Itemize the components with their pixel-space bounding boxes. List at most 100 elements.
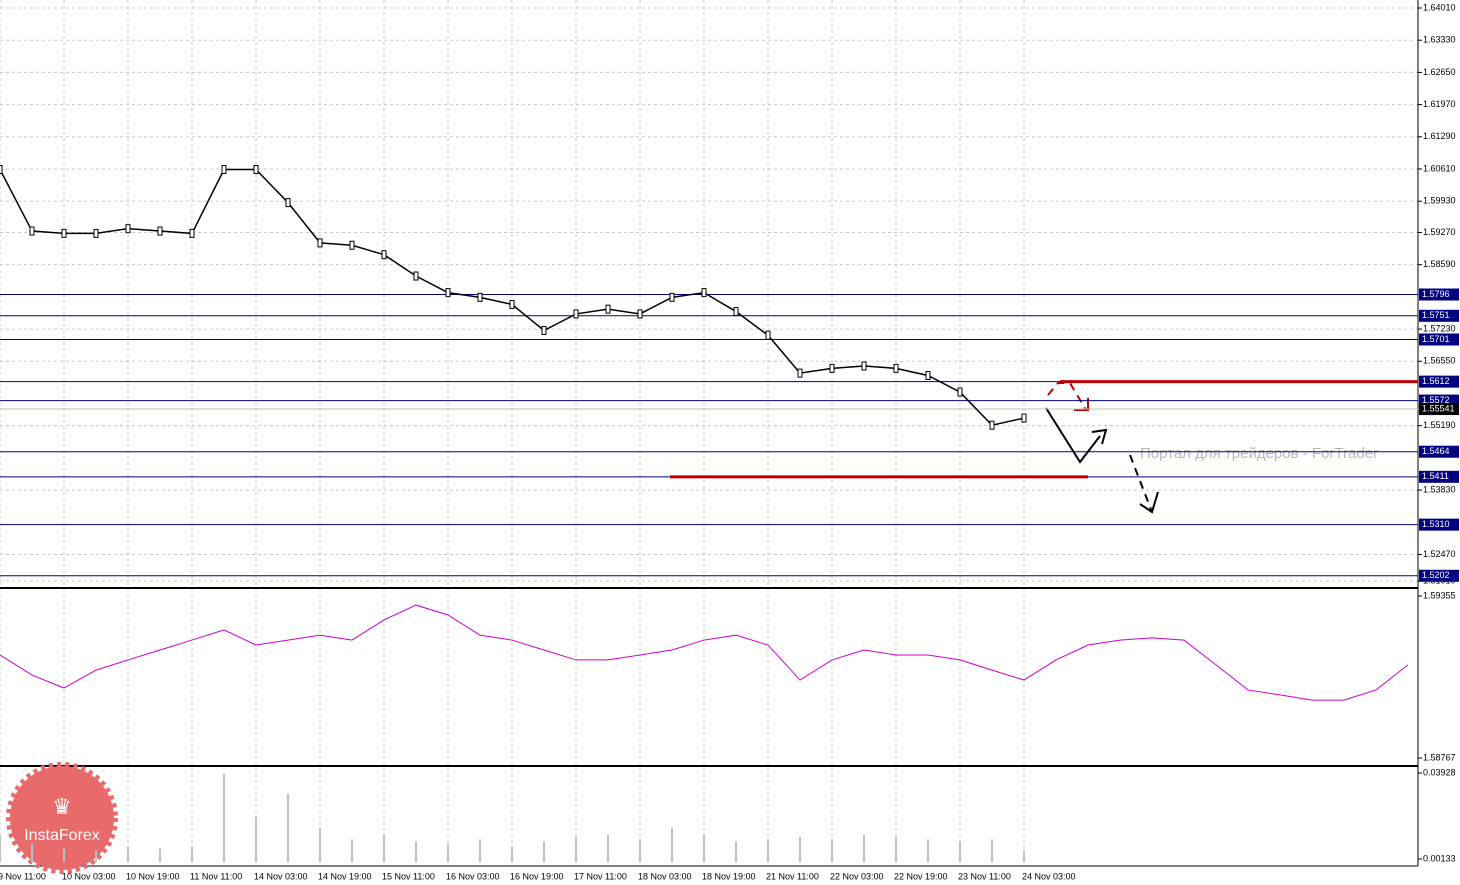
arrow bbox=[1129, 454, 1153, 513]
volume-bar bbox=[31, 843, 33, 862]
volume-bar bbox=[543, 841, 545, 862]
y-tick-label: 1.59930 bbox=[1423, 196, 1456, 206]
volume-bar bbox=[863, 834, 865, 862]
candle bbox=[605, 304, 611, 314]
volume-bar bbox=[831, 839, 833, 862]
volume-bar bbox=[287, 794, 289, 862]
y-tick-label: 1.59355 bbox=[1423, 590, 1456, 600]
volume-bar bbox=[895, 837, 897, 862]
volume-bar bbox=[447, 843, 449, 862]
y-tick-label: 1.63330 bbox=[1423, 35, 1456, 45]
y-tick-label: 1.60610 bbox=[1423, 163, 1456, 173]
arrowhead bbox=[1139, 491, 1159, 514]
x-tick-label: 18 Nov 19:00 bbox=[702, 871, 756, 881]
candle bbox=[221, 164, 227, 174]
volume-bar bbox=[351, 839, 353, 862]
level-label-box bbox=[1419, 569, 1459, 582]
y-tick-label: 1.57230 bbox=[1423, 323, 1456, 333]
candle bbox=[157, 226, 163, 236]
volume-bar bbox=[0, 834, 1, 862]
level-label: 1.5464 bbox=[1422, 446, 1450, 456]
grid-layer bbox=[0, 0, 1418, 866]
candle bbox=[1021, 413, 1027, 423]
logo-text: InstaForex bbox=[24, 827, 100, 844]
volume-bar bbox=[63, 848, 65, 862]
x-tick-label: 24 Nov 03:00 bbox=[1022, 871, 1076, 881]
candle bbox=[285, 198, 291, 208]
level-label: 1.5310 bbox=[1422, 519, 1450, 529]
volume-bar bbox=[415, 841, 417, 862]
watermark: Портал для трейдеров - ForTrader bbox=[1140, 445, 1378, 462]
candle bbox=[637, 309, 643, 319]
x-tick-label: 10 Nov 19:00 bbox=[126, 871, 180, 881]
volume-bar bbox=[607, 834, 609, 862]
candle bbox=[957, 387, 963, 397]
volume-bar bbox=[383, 834, 385, 862]
arrowhead bbox=[1074, 398, 1089, 411]
x-tick-label: 15 Nov 11:00 bbox=[382, 871, 435, 881]
candle bbox=[93, 228, 99, 238]
candle bbox=[253, 164, 259, 174]
y-tick-label: 0.00133 bbox=[1423, 853, 1456, 863]
volume-bar bbox=[703, 834, 705, 862]
volume-bar bbox=[735, 841, 737, 862]
candle bbox=[445, 288, 451, 298]
series-line bbox=[0, 604, 1409, 701]
level-label: 1.5612 bbox=[1422, 376, 1450, 386]
y-tick-label: 1.61970 bbox=[1423, 99, 1456, 109]
y-tick-label: 1.59270 bbox=[1423, 227, 1456, 237]
candle bbox=[925, 370, 931, 380]
logo-icon: ♛ bbox=[52, 794, 72, 819]
candle bbox=[701, 288, 707, 298]
current-price-box bbox=[1419, 403, 1459, 416]
x-tick-label: 21 Nov 11:00 bbox=[766, 871, 819, 881]
volume-bar bbox=[511, 846, 513, 862]
candle bbox=[893, 363, 899, 373]
candle bbox=[861, 361, 867, 371]
y-tick-label: 1.58767 bbox=[1423, 752, 1456, 762]
level-label: 1.5572 bbox=[1422, 395, 1450, 405]
candle bbox=[733, 307, 739, 317]
level-label-box bbox=[1419, 445, 1459, 458]
candle bbox=[0, 164, 3, 174]
logo-badge bbox=[6, 762, 118, 874]
x-tick-label: 22 Nov 03:00 bbox=[830, 871, 884, 881]
x-tick-label: 14 Nov 19:00 bbox=[318, 871, 372, 881]
logo: InstaForex ♛ bbox=[6, 762, 118, 874]
volume-bar bbox=[127, 846, 129, 862]
volume-bar bbox=[991, 839, 993, 862]
x-tick-label: 9 Nov 11:00 bbox=[0, 871, 46, 881]
y-tick-label: 1.61290 bbox=[1423, 131, 1456, 141]
x-tick-label: 16 Nov 19:00 bbox=[510, 871, 564, 881]
candle bbox=[573, 309, 579, 319]
candle bbox=[413, 271, 419, 281]
volume-bar bbox=[959, 841, 961, 862]
volume-bar bbox=[799, 837, 801, 862]
candle bbox=[989, 420, 995, 430]
x-tick-label: 11 Nov 11:00 bbox=[190, 871, 242, 881]
volume-bar bbox=[767, 839, 769, 862]
y-tick-label: 1.64010 bbox=[1423, 2, 1456, 12]
level-label: 1.5411 bbox=[1422, 471, 1449, 481]
candle bbox=[477, 292, 483, 302]
y-tick-label: 1.62650 bbox=[1423, 67, 1456, 77]
x-tick-label: 17 Nov 11:00 bbox=[574, 871, 627, 881]
volume-bar bbox=[479, 839, 481, 862]
level-label-box bbox=[1419, 375, 1459, 388]
level-label: 1.5701 bbox=[1422, 334, 1450, 344]
candle bbox=[125, 224, 131, 234]
level-label-box bbox=[1419, 470, 1459, 483]
volume-bar bbox=[159, 848, 161, 862]
volume-bar bbox=[575, 837, 577, 862]
level-label-box bbox=[1419, 309, 1459, 322]
candle bbox=[765, 330, 771, 340]
y-tick-label: 1.58590 bbox=[1423, 259, 1456, 269]
level-label: 1.5202 bbox=[1422, 570, 1450, 580]
level-label-box bbox=[1419, 288, 1459, 301]
candle bbox=[829, 363, 835, 373]
x-tick-label: 18 Nov 03:00 bbox=[638, 871, 692, 881]
level-label-box bbox=[1419, 333, 1459, 346]
y-tick-label: 1.52470 bbox=[1423, 549, 1456, 559]
